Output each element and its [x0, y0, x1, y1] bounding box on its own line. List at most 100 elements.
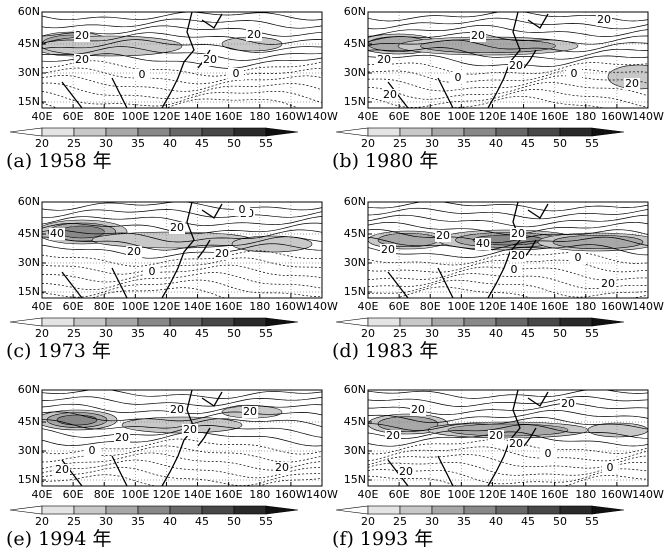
label-bg: [376, 54, 392, 66]
lat-tick-label: 30N: [18, 66, 40, 79]
lon-tick-label: 160E: [215, 110, 243, 123]
lat-tick-label: 30N: [18, 256, 40, 269]
colorbar-label: 35: [131, 137, 145, 150]
contour-label: 20: [509, 59, 523, 72]
lon-tick-label: 160W: [275, 488, 307, 501]
contour-line: [42, 67, 322, 85]
label-bg: [214, 248, 230, 260]
lat-tick-label: 45N: [344, 227, 366, 240]
contour-line: [42, 466, 322, 486]
lon-tick-label: 40E: [32, 300, 53, 313]
colorbar-box: [201, 505, 235, 515]
lon-tick-label: 60E: [63, 110, 84, 123]
contour-label: 20: [55, 463, 69, 476]
label-bg: [435, 230, 451, 242]
contour-line: [368, 17, 648, 30]
panel-caption: (d) 1983 年: [332, 340, 438, 362]
map-frame: [367, 11, 649, 109]
contour-line: [42, 474, 322, 486]
contour-line: [42, 236, 322, 251]
lat-tick-label: 60N: [344, 5, 366, 18]
contour-label: 20: [511, 249, 525, 262]
contour-label: 20: [511, 227, 525, 240]
contour-label: 20: [597, 13, 611, 26]
lon-tick-label: 160W: [601, 110, 633, 123]
contour-line: [368, 214, 648, 228]
contour-line: [368, 68, 648, 83]
contour-line: [368, 202, 648, 212]
contour-label: 20: [377, 53, 391, 66]
contour-label: 20: [215, 247, 229, 260]
colorbar-label: 20: [35, 137, 49, 150]
lon-tick-label: 100E: [447, 110, 475, 123]
lat-tick-label: 45N: [18, 415, 40, 428]
shading: [56, 414, 98, 426]
lon-tick-label: 160W: [275, 110, 307, 123]
lon-tick-label: 60E: [63, 488, 84, 501]
lat-tick-label: 15N: [18, 95, 40, 108]
colorbar-label: 20: [361, 515, 375, 528]
contour-label: 20: [203, 53, 217, 66]
lon-tick-label: 140W: [632, 488, 664, 501]
contour-line: [42, 272, 322, 291]
colorbar-label: 50: [553, 327, 567, 340]
colorbar-end: [9, 127, 43, 137]
lon-tick-label: 120E: [152, 488, 180, 501]
colorbar-box: [169, 317, 203, 327]
contour-label: 40: [476, 237, 490, 250]
label-bg: [134, 69, 150, 81]
colorbar-end: [335, 127, 369, 137]
lat-tick-label: 45N: [18, 37, 40, 50]
contour-label: 20: [471, 29, 485, 42]
contour-line: [368, 62, 648, 75]
colorbar-label: 45: [195, 515, 209, 528]
colorbar-box: [105, 127, 139, 137]
map-panel: [42, 202, 322, 298]
colorbar-box: [399, 505, 433, 515]
label-bg: [144, 266, 160, 278]
colorbar-box: [527, 505, 561, 515]
lon-tick-label: 80E: [94, 300, 115, 313]
contour-label: 0: [607, 461, 614, 474]
colorbar-box: [73, 317, 107, 327]
lat-tick-label: 60N: [18, 195, 40, 208]
contour-line: [368, 454, 648, 469]
lon-tick-label: 100E: [121, 110, 149, 123]
label-bg: [510, 228, 526, 240]
label-bg: [508, 438, 524, 450]
colorbar-label: 40: [163, 327, 177, 340]
contour-label: 0: [233, 67, 240, 80]
contour-line: [368, 279, 648, 298]
colorbar-box: [105, 505, 139, 515]
colorbar-label: 20: [35, 327, 49, 340]
label-bg: [182, 424, 198, 436]
lon-tick-label: 120E: [478, 488, 506, 501]
contour-label: 0: [571, 67, 578, 80]
contour-line: [42, 250, 322, 267]
map-frame: [41, 11, 323, 109]
lat-tick-label: 15N: [18, 285, 40, 298]
panel-caption: (f) 1993 年: [332, 528, 433, 550]
lon-tick-label: 180: [249, 488, 270, 501]
contour-line: [42, 18, 322, 29]
colorbar-box: [431, 127, 465, 137]
map-panel: [368, 390, 648, 486]
contour-line: [368, 82, 648, 100]
colorbar-box: [233, 127, 267, 137]
lon-tick-label: 180: [249, 110, 270, 123]
colorbar-box: [399, 127, 433, 137]
contour-line: [42, 438, 322, 455]
contour-line: [42, 459, 322, 479]
colorbar-box: [41, 505, 75, 515]
shading: [447, 423, 569, 437]
contour-line: [42, 60, 322, 77]
lon-tick-label: 160W: [275, 300, 307, 313]
lon-tick-label: 140E: [510, 300, 538, 313]
contour-label: 20: [115, 431, 129, 444]
label-bg: [84, 445, 100, 457]
lon-tick-label: 40E: [32, 110, 53, 123]
contour-label: 0: [239, 203, 246, 216]
colorbar-end: [265, 505, 299, 515]
colorbar-box: [399, 317, 433, 327]
label-bg: [228, 68, 244, 80]
